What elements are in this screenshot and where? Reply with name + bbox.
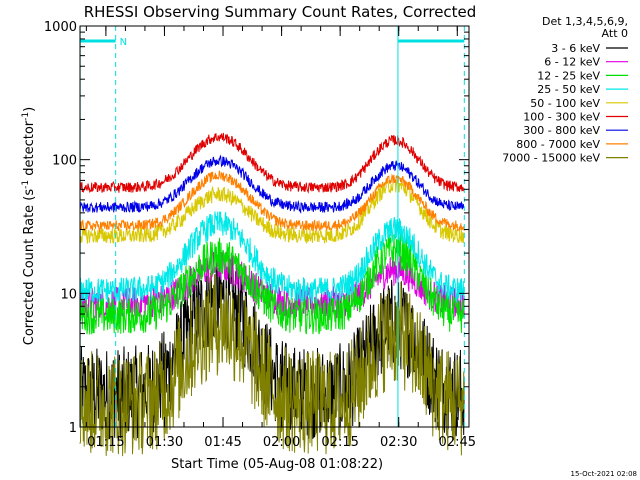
legend-label: 7000 - 15000 keV	[502, 152, 600, 165]
x-axis: 01:15 01:30 01:45 02:00 02:15 02:30 02:45	[85, 26, 476, 450]
x-tick-label: 01:45	[204, 435, 241, 450]
legend-label: 800 - 7000 keV	[516, 138, 600, 151]
legend-label: 12 - 25 keV	[537, 69, 600, 82]
series-line-1	[79, 251, 465, 319]
series-line-2	[79, 233, 465, 335]
series-line-8	[79, 272, 465, 457]
legend-label: 6 - 12 keV	[544, 56, 600, 69]
legend-label: 3 - 6 keV	[551, 42, 600, 55]
marker-bar-label: N	[120, 37, 127, 48]
plot-area: N	[79, 26, 465, 457]
y-tick-label: 1	[69, 421, 77, 436]
legend-header: Det 1,3,4,5,6,9,	[542, 15, 628, 28]
series-line-7	[79, 170, 465, 233]
x-tick-label: 02:15	[321, 435, 358, 450]
legend-header: Att 0	[602, 27, 628, 40]
x-tick-label: 02:45	[439, 435, 476, 450]
chart-title: RHESSI Observing Summary Count Rates, Co…	[84, 3, 477, 21]
y-axis-label: Corrected Count Rate (s-1 detector-1)	[21, 107, 37, 345]
footer-date: 15-Oct-2021 02:08	[571, 470, 637, 478]
y-tick-label: 1000	[44, 20, 77, 35]
x-tick-label: 02:30	[380, 435, 417, 450]
series-line-5	[79, 132, 465, 194]
plot-frame	[79, 25, 470, 428]
legend-label: 100 - 300 keV	[523, 111, 600, 124]
legend-label: 25 - 50 keV	[537, 83, 600, 96]
series-line-3	[79, 211, 465, 304]
series-line-6	[79, 154, 465, 214]
x-tick-label: 01:15	[87, 435, 124, 450]
x-axis-label: Start Time (05-Aug-08 01:08:22)	[171, 457, 383, 472]
x-tick-label: 01:30	[146, 435, 183, 450]
legend-label: 50 - 100 keV	[530, 97, 600, 110]
y-axis: 1 10 100 1000	[44, 20, 469, 436]
y-tick-label: 10	[60, 287, 77, 302]
y-tick-label: 100	[52, 154, 77, 169]
x-tick-label: 02:00	[263, 435, 300, 450]
series-line-4	[79, 177, 465, 245]
legend-label: 300 - 800 keV	[523, 124, 600, 137]
